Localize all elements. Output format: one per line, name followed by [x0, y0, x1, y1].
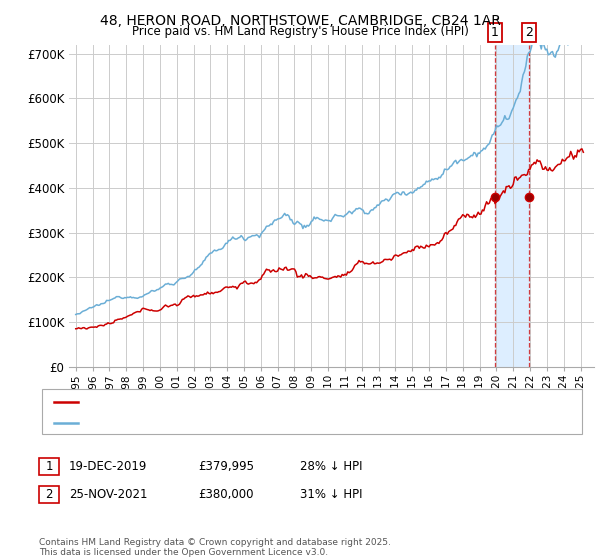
- Text: HPI: Average price, detached house, South Cambridgeshire: HPI: Average price, detached house, Sout…: [87, 418, 397, 428]
- Text: 28% ↓ HPI: 28% ↓ HPI: [300, 460, 362, 473]
- Text: 48, HERON ROAD, NORTHSTOWE, CAMBRIDGE, CB24 1AR: 48, HERON ROAD, NORTHSTOWE, CAMBRIDGE, C…: [100, 14, 500, 28]
- Text: 1: 1: [491, 26, 499, 39]
- Text: £380,000: £380,000: [198, 488, 254, 501]
- Text: 19-DEC-2019: 19-DEC-2019: [69, 460, 148, 473]
- Text: Contains HM Land Registry data © Crown copyright and database right 2025.
This d: Contains HM Land Registry data © Crown c…: [39, 538, 391, 557]
- Text: 31% ↓ HPI: 31% ↓ HPI: [300, 488, 362, 501]
- Text: 2: 2: [46, 488, 53, 501]
- Text: 48, HERON ROAD, NORTHSTOWE, CAMBRIDGE, CB24 1AR (detached house): 48, HERON ROAD, NORTHSTOWE, CAMBRIDGE, C…: [87, 396, 482, 407]
- Text: 2: 2: [525, 26, 533, 39]
- Text: 25-NOV-2021: 25-NOV-2021: [69, 488, 148, 501]
- Text: Price paid vs. HM Land Registry's House Price Index (HPI): Price paid vs. HM Land Registry's House …: [131, 25, 469, 38]
- Text: £379,995: £379,995: [198, 460, 254, 473]
- Text: 1: 1: [46, 460, 53, 473]
- Bar: [495, 45, 529, 367]
